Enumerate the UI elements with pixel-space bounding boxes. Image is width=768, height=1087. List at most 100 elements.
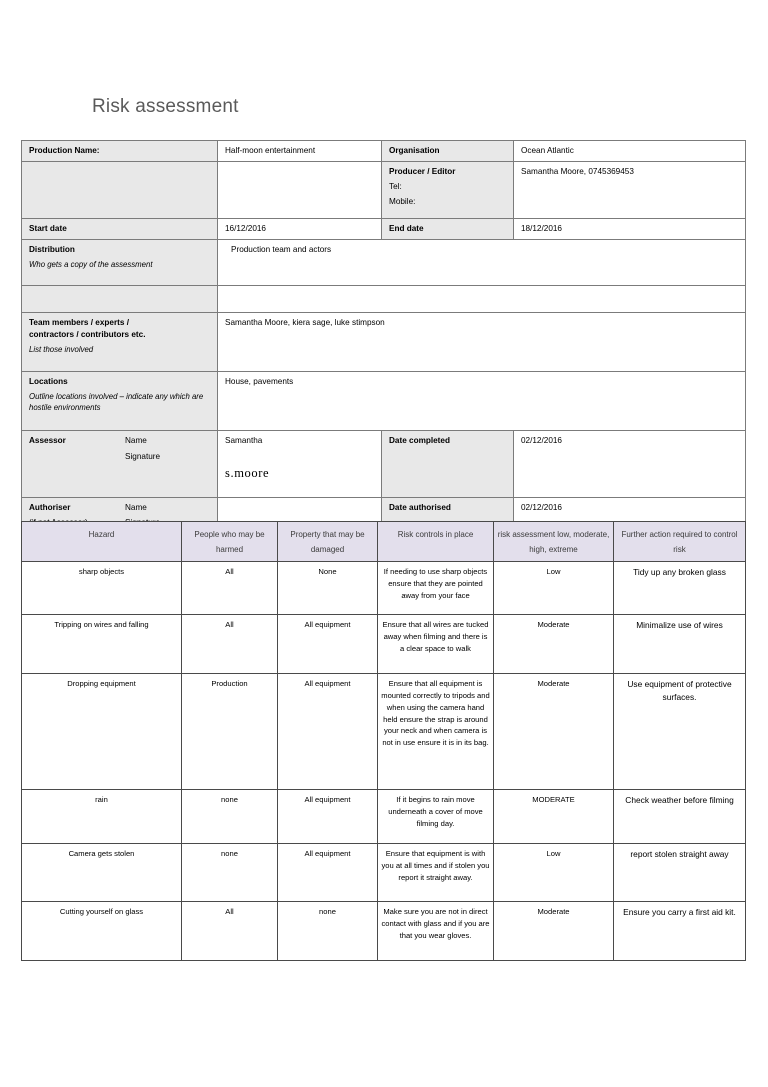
team-label-cell: Team members / experts / contractors / c…: [21, 311, 218, 372]
assessor-signature-value: s.moore: [225, 465, 270, 480]
producer-value-cell: Samantha Moore, 0745369453: [513, 160, 746, 219]
cell-risk-level: Moderate: [493, 901, 614, 962]
cell-hazard: Dropping equipment: [21, 673, 182, 791]
cell-hazard: Camera gets stolen: [21, 843, 182, 903]
table-row: Dropping equipment Production All equipm…: [21, 673, 746, 791]
table-row: Distribution Who gets a copy of the asse…: [21, 238, 746, 286]
table-row: Camera gets stolen none All equipment En…: [21, 843, 746, 903]
locations-value: House, pavements: [225, 376, 294, 386]
table-row: Tripping on wires and falling All All eq…: [21, 614, 746, 675]
cell-hazard: rain: [21, 789, 182, 845]
cell-people: All: [181, 614, 278, 675]
cell-risk-level: Low: [493, 843, 614, 903]
cell-further-action: Minimalize use of wires: [613, 614, 746, 675]
end-date-label-cell: End date: [381, 217, 514, 240]
start-date-label-cell: Start date: [21, 217, 218, 240]
organisation-value-cell: Ocean Atlantic: [513, 140, 746, 162]
authoriser-name-row: Authoriser Name: [29, 502, 211, 514]
cell-hazard: Cutting yourself on glass: [21, 901, 182, 962]
producer-label-cell: Producer / Editor Tel: Mobile:: [381, 160, 514, 219]
producer-label: Producer / Editor: [389, 166, 456, 176]
table-row: Assessor Name Signature Samantha s.moore…: [21, 429, 746, 498]
table-row-spacer: [21, 284, 746, 313]
cell-controls: Ensure that equipment is with you at all…: [377, 843, 494, 903]
cell-controls: If needing to use sharp objects ensure t…: [377, 561, 494, 616]
cell-property: None: [277, 561, 378, 616]
cell-risk-level: Low: [493, 561, 614, 616]
cell-controls: Make sure you are not in direct contact …: [377, 901, 494, 962]
cell-further-action: Use equipment of protective surfaces.: [613, 673, 746, 791]
distribution-label-cell: Distribution Who gets a copy of the asse…: [21, 238, 218, 286]
cell-property: All equipment: [277, 789, 378, 845]
production-name-label: Production Name:: [29, 146, 100, 155]
cell-risk-level: Moderate: [493, 673, 614, 791]
organisation-value: Ocean Atlantic: [521, 146, 574, 155]
cell-people: Production: [181, 673, 278, 791]
team-label-line2: contractors / contributors etc.: [29, 329, 146, 339]
table-row: Production Name: Half-moon entertainment…: [21, 140, 746, 162]
spacer-value-cell: [217, 284, 746, 313]
table-row: Locations Outline locations involved – i…: [21, 370, 746, 431]
distribution-value: Production team and actors: [231, 244, 332, 254]
locations-label: Locations: [29, 376, 68, 386]
production-name-label-cell: Production Name:: [21, 140, 218, 162]
cell-risk-level: MODERATE: [493, 789, 614, 845]
blank-value-cell: [217, 160, 382, 219]
cell-controls: Ensure that all equipment is mounted cor…: [377, 673, 494, 791]
cell-risk-level: Moderate: [493, 614, 614, 675]
end-date-value-cell: 18/12/2016: [513, 217, 746, 240]
date-completed-value: 02/12/2016: [521, 435, 562, 445]
date-completed-value-cell: 02/12/2016: [513, 429, 746, 498]
end-date-label: End date: [389, 223, 424, 233]
distribution-hint: Who gets a copy of the assessment: [29, 259, 153, 269]
column-header-risk-level: risk assessment low, moderate, high, ext…: [493, 520, 614, 563]
cell-further-action: Check weather before filming: [613, 789, 746, 845]
column-header-people: People who may be harmed: [181, 520, 278, 563]
cell-further-action: Ensure you carry a first aid kit.: [613, 901, 746, 962]
team-value: Samantha Moore, kiera sage, luke stimpso…: [225, 317, 385, 327]
producer-value: Samantha Moore, 0745369453: [521, 166, 634, 176]
cell-property: All equipment: [277, 614, 378, 675]
distribution-label: Distribution: [29, 244, 75, 254]
cell-people: All: [181, 561, 278, 616]
producer-mobile-label: Mobile:: [389, 196, 416, 206]
organisation-label: Organisation: [389, 146, 440, 155]
assessor-name-label: Name: [125, 435, 147, 445]
spacer-label-cell: [21, 284, 218, 313]
cell-controls: If it begins to rain move underneath a c…: [377, 789, 494, 845]
hazard-assessment-table: Hazard People who may be harmed Property…: [21, 520, 746, 962]
page-title: Risk assessment: [92, 96, 239, 117]
team-label-line1: Team members / experts /: [29, 317, 129, 327]
table-row: Team members / experts / contractors / c…: [21, 311, 746, 372]
production-name-value: Half-moon entertainment: [225, 146, 316, 155]
locations-value-cell: House, pavements: [217, 370, 746, 431]
hazard-table-head: Hazard People who may be harmed Property…: [21, 520, 746, 563]
start-date-value-cell: 16/12/2016: [217, 217, 382, 240]
authoriser-label: Authoriser: [29, 502, 71, 512]
locations-label-cell: Locations Outline locations involved – i…: [21, 370, 218, 431]
table-row: Cutting yourself on glass All none Make …: [21, 901, 746, 962]
column-header-controls: Risk controls in place: [377, 520, 494, 563]
assessor-label: Assessor: [29, 435, 66, 445]
assessor-label-blank: [29, 451, 125, 463]
cell-property: none: [277, 901, 378, 962]
blank-label-cell: [21, 160, 218, 219]
cell-property: All equipment: [277, 843, 378, 903]
distribution-value-cell: Production team and actors: [217, 238, 746, 286]
start-date-value: 16/12/2016: [225, 223, 266, 233]
date-completed-label-cell: Date completed: [381, 429, 514, 498]
cell-further-action: Tidy up any broken glass: [613, 561, 746, 616]
date-authorised-value: 02/12/2016: [521, 502, 562, 512]
assessor-label-cell: Assessor Name Signature: [21, 429, 218, 498]
cell-hazard: Tripping on wires and falling: [21, 614, 182, 675]
production-name-value-cell: Half-moon entertainment: [217, 140, 382, 162]
team-hint: List those involved: [29, 344, 94, 354]
table-row: Start date 16/12/2016 End date 18/12/201…: [21, 217, 746, 240]
producer-tel-label: Tel:: [389, 181, 402, 191]
cell-people: All: [181, 901, 278, 962]
cell-people: none: [181, 843, 278, 903]
team-value-cell: Samantha Moore, kiera sage, luke stimpso…: [217, 311, 746, 372]
assessor-name-value: Samantha: [225, 435, 263, 445]
authoriser-name-label: Name: [125, 502, 147, 512]
table-row: sharp objects All None If needing to use…: [21, 561, 746, 616]
